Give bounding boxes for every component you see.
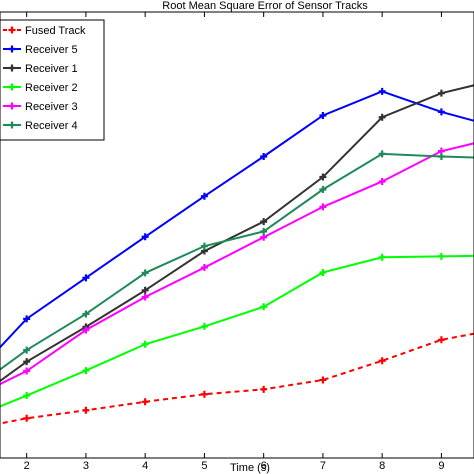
x-tick-label: 6 bbox=[261, 460, 267, 472]
legend-item: Receiver 5 bbox=[3, 44, 78, 56]
data-point bbox=[378, 177, 386, 185]
data-point bbox=[82, 274, 90, 282]
data-point bbox=[319, 111, 327, 119]
data-point bbox=[378, 150, 386, 158]
data-point bbox=[141, 340, 149, 348]
series-fused-track bbox=[0, 332, 474, 425]
data-point bbox=[437, 89, 445, 97]
data-point bbox=[378, 87, 386, 95]
legend-marker bbox=[8, 83, 16, 91]
data-point bbox=[378, 113, 386, 121]
data-point bbox=[260, 227, 268, 235]
data-point bbox=[82, 367, 90, 375]
data-point bbox=[437, 252, 445, 260]
data-point bbox=[200, 264, 208, 272]
data-point bbox=[23, 315, 31, 323]
legend-label: Fused Track bbox=[25, 25, 86, 37]
legend-item: Receiver 4 bbox=[3, 120, 78, 132]
series-receiver-5 bbox=[0, 87, 474, 349]
data-point bbox=[82, 326, 90, 334]
data-point bbox=[378, 357, 386, 365]
data-point bbox=[260, 153, 268, 161]
legend-marker bbox=[8, 64, 16, 72]
x-tick-label: 8 bbox=[379, 460, 385, 472]
legend-item: Receiver 1 bbox=[3, 63, 78, 75]
legend-item: Fused Track bbox=[3, 25, 86, 37]
legend-item: Receiver 3 bbox=[3, 101, 78, 113]
legend-item: Receiver 2 bbox=[3, 82, 78, 94]
legend-marker bbox=[8, 121, 16, 129]
data-point bbox=[319, 268, 327, 276]
series-line bbox=[0, 332, 474, 425]
x-axis: 2 3 4 5 6 7 8 9 bbox=[24, 12, 444, 472]
data-point bbox=[200, 192, 208, 200]
data-point bbox=[437, 108, 445, 116]
data-point bbox=[23, 358, 31, 366]
x-tick-label: 2 bbox=[24, 460, 30, 472]
data-point bbox=[82, 406, 90, 414]
data-point bbox=[319, 186, 327, 194]
series-line bbox=[0, 254, 474, 408]
data-point bbox=[23, 367, 31, 375]
data-point bbox=[200, 390, 208, 398]
series-line bbox=[0, 90, 474, 349]
plot-area: 2 3 4 5 6 7 8 9 bbox=[0, 11, 474, 472]
series-receiver-1 bbox=[0, 84, 474, 383]
data-point bbox=[319, 203, 327, 211]
legend-label: Receiver 3 bbox=[25, 101, 78, 113]
legend-marker bbox=[8, 26, 16, 34]
data-point bbox=[82, 310, 90, 318]
legend-box bbox=[0, 19, 105, 141]
plot-frame bbox=[0, 11, 474, 459]
series-layer bbox=[0, 84, 474, 425]
legend: Fused Track Receiver 5 Receiver 1 Receiver … bbox=[0, 19, 105, 141]
data-point bbox=[141, 398, 149, 406]
data-point bbox=[260, 385, 268, 393]
legend-label: Receiver 1 bbox=[25, 63, 78, 75]
x-tick-label: 5 bbox=[201, 460, 207, 472]
x-tick-label: 7 bbox=[320, 460, 326, 472]
legend-marker bbox=[8, 45, 16, 53]
data-point bbox=[378, 253, 386, 261]
data-point bbox=[260, 218, 268, 226]
data-point bbox=[141, 293, 149, 301]
x-axis-label: Time (s) bbox=[230, 462, 270, 474]
data-point bbox=[141, 233, 149, 241]
legend-label: Receiver 4 bbox=[25, 120, 78, 132]
data-point bbox=[319, 173, 327, 181]
data-point bbox=[23, 392, 31, 400]
x-tick-label: 4 bbox=[142, 460, 148, 472]
data-point bbox=[437, 153, 445, 161]
series-receiver-4 bbox=[0, 150, 474, 371]
legend-marker bbox=[8, 102, 16, 110]
data-point bbox=[200, 322, 208, 330]
data-point bbox=[23, 414, 31, 422]
data-point bbox=[141, 286, 149, 294]
data-point bbox=[319, 376, 327, 384]
x-tick-label: 3 bbox=[83, 460, 89, 472]
legend-label: Receiver 5 bbox=[25, 44, 78, 56]
data-point bbox=[260, 303, 268, 311]
series-receiver-3 bbox=[0, 142, 474, 386]
legend-label: Receiver 2 bbox=[25, 82, 78, 94]
data-point bbox=[200, 242, 208, 250]
series-line bbox=[0, 84, 474, 383]
data-point bbox=[141, 269, 149, 277]
series-line bbox=[0, 152, 474, 371]
data-point bbox=[437, 336, 445, 344]
chart-title: Root Mean Square Error of Sensor Tracks bbox=[162, 0, 368, 12]
data-point bbox=[23, 346, 31, 354]
x-tick-label: 9 bbox=[438, 460, 444, 472]
series-receiver-2 bbox=[0, 252, 474, 408]
series-line bbox=[0, 142, 474, 386]
